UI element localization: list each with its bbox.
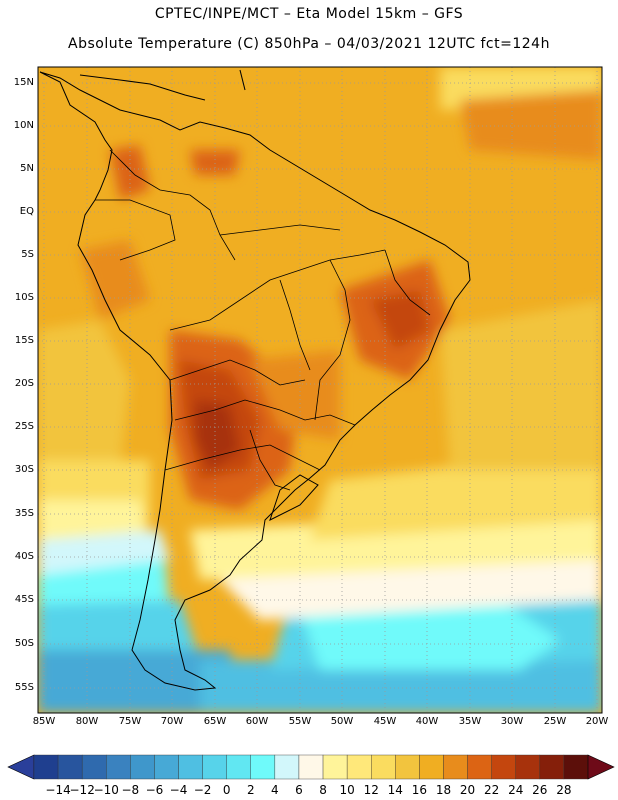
- colorbar-tick-label: 6: [295, 783, 303, 797]
- colorbar-tick-label: −6: [145, 783, 164, 797]
- colorbar-swatch: [57, 754, 83, 780]
- colorbar-tick-label: 14: [387, 783, 403, 797]
- colorbar-swatch: [130, 754, 155, 780]
- lon-label: 75W: [118, 716, 142, 727]
- lon-label: 45W: [373, 716, 397, 727]
- colorbar-swatch: [539, 754, 565, 780]
- colorbar-tick-label: −2: [193, 783, 212, 797]
- colorbar: [7, 754, 615, 780]
- colorbar-swatch: [491, 754, 516, 780]
- colorbar-tick-label: −4: [169, 783, 188, 797]
- temperature-field: [38, 67, 602, 713]
- lat-label: 35S: [14, 508, 34, 519]
- colorbar-swatch: [202, 754, 227, 780]
- lon-label: 30W: [500, 716, 524, 727]
- lat-label: 15S: [14, 335, 34, 346]
- lat-label: 15N: [13, 77, 34, 88]
- colorbar-swatch: [322, 754, 348, 780]
- lat-label: 10S: [14, 292, 34, 303]
- title-line-2: Absolute Temperature (C) 850hPa – 04/03/…: [68, 36, 550, 52]
- colorbar-swatch: [33, 754, 59, 780]
- colorbar-tick-label: 28: [556, 783, 572, 797]
- colorbar-swatch: [515, 754, 541, 780]
- lon-label: 20W: [585, 716, 609, 727]
- lon-label: 55W: [288, 716, 312, 727]
- lon-label: 70W: [160, 716, 184, 727]
- colorbar-tick-label: 2: [246, 783, 255, 797]
- colorbar-swatch: [226, 754, 251, 780]
- colorbar-swatch: [274, 754, 300, 780]
- lon-label: 25W: [543, 716, 567, 727]
- lat-label: 55S: [14, 682, 34, 693]
- lon-label: 35W: [458, 716, 482, 727]
- colorbar-under-arrow: [7, 754, 35, 780]
- colorbar-swatch: [443, 754, 468, 780]
- colorbar-tick-label: 20: [459, 783, 476, 797]
- colorbar-over-arrow: [587, 754, 615, 780]
- lat-label: 5N: [20, 163, 34, 174]
- lat-label: 5S: [21, 249, 34, 260]
- colorbar-tick-label: 22: [484, 783, 500, 797]
- lon-label: 50W: [330, 716, 354, 727]
- colorbar-swatch: [250, 754, 276, 780]
- colorbar-tick-label: 12: [363, 783, 379, 797]
- colorbar-tick-label: −14: [45, 783, 71, 797]
- colorbar-swatch: [346, 754, 372, 780]
- colorbar-tick-label: 24: [508, 783, 524, 797]
- colorbar-tick-label: 4: [271, 783, 279, 797]
- colorbar-swatch: [371, 754, 396, 780]
- title-line-1: CPTEC/INPE/MCT – Eta Model 15km – GFS: [154, 6, 464, 22]
- lat-label: 25S: [14, 421, 34, 432]
- colorbar-swatch: [563, 754, 589, 780]
- lat-label: 50S: [14, 638, 34, 649]
- colorbar-swatch: [298, 754, 324, 780]
- colorbar-swatch: [81, 754, 107, 780]
- lat-label: 20S: [14, 378, 34, 389]
- lat-label: 30S: [14, 464, 34, 475]
- colorbar-tick-label: −12: [69, 783, 95, 797]
- coastline: [39, 69, 471, 691]
- colorbar-tick-label: 0: [222, 783, 231, 797]
- colorbar-swatch: [419, 754, 444, 780]
- lat-label: 40S: [14, 551, 34, 562]
- lat-label: 45S: [14, 594, 34, 605]
- colorbar-swatch: [154, 754, 179, 780]
- colorbar-tick-label: 18: [435, 783, 452, 797]
- lon-label: 40W: [415, 716, 439, 727]
- colorbar-swatch: [178, 754, 203, 780]
- colorbar-swatch: [106, 754, 131, 780]
- colorbar-tick-label: 16: [411, 783, 428, 797]
- lon-label: 80W: [75, 716, 99, 727]
- colorbar-tick-label: −8: [121, 783, 140, 797]
- colorbar-tick-label: −10: [93, 783, 119, 797]
- lon-label: 60W: [245, 716, 269, 727]
- lon-label: 85W: [32, 716, 56, 727]
- colorbar-swatch: [395, 754, 420, 780]
- lat-label: 10N: [13, 120, 34, 131]
- colorbar-tick-label: 8: [319, 783, 327, 797]
- map-border: [37, 66, 603, 714]
- country-borders: [95, 149, 431, 491]
- colorbar-swatch: [467, 754, 492, 780]
- colorbar-tick-label: 26: [532, 783, 548, 797]
- lat-label: EQ: [19, 206, 34, 217]
- lon-label: 65W: [203, 716, 227, 727]
- colorbar-tick-label: 10: [339, 783, 355, 797]
